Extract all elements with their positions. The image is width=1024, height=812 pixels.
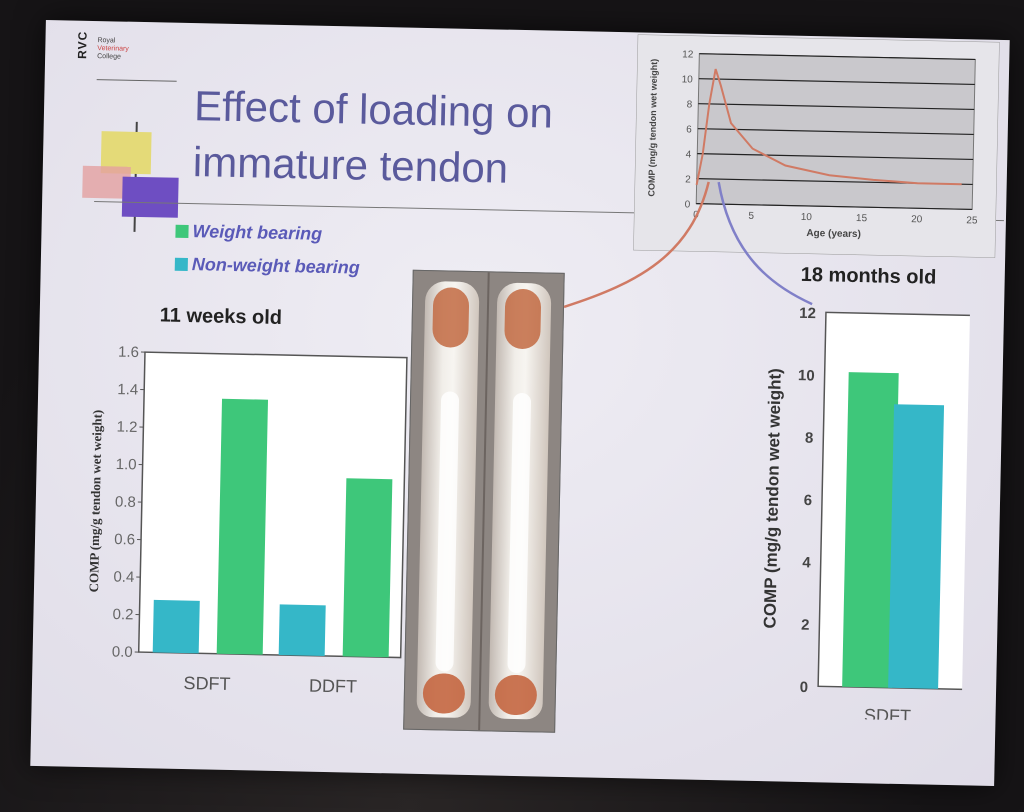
x-category-label: SDFT <box>183 673 230 694</box>
photo-divider <box>478 272 490 731</box>
tendon-body <box>507 392 532 674</box>
x-tick-label: 20 <box>911 214 923 225</box>
y-axis-label: COMP (mg/g tendon wet weight) <box>760 368 784 629</box>
logo-text: Royal Veterinary College <box>97 37 129 62</box>
series-line <box>695 68 962 186</box>
bar-sdft-0 <box>152 599 200 654</box>
y-tick-label: 4 <box>802 554 811 571</box>
grid-line <box>698 103 975 111</box>
bar-sdft-1 <box>888 404 945 689</box>
tendon-end <box>432 287 470 348</box>
grid-line <box>697 153 974 161</box>
logo-line: College <box>97 53 121 61</box>
x-tick-label: 0 <box>693 210 699 221</box>
chart-18-months-svg: 0 2 4 6 8 10 12 SDFT COMP (mg/g tendon wet weigh… <box>760 305 977 726</box>
y-tick-label: 0.8 <box>115 494 136 511</box>
x-tick-label: 15 <box>856 213 868 224</box>
caption-18-months: 18 months old <box>800 263 937 289</box>
legend-label: Weight bearing <box>192 221 323 244</box>
x-tick-label: 10 <box>801 212 813 223</box>
legend-label: Non-weight bearing <box>191 254 361 278</box>
plot-area <box>137 351 408 659</box>
tendon-specimen <box>416 280 480 719</box>
legend-item-non-weight-bearing: Non-weight bearing <box>174 254 361 279</box>
y-tick-label: 12 <box>682 49 694 60</box>
chart-comp-vs-age-svg: 0 2 4 6 8 10 12 0 5 10 15 20 25 Age (years) COMP (mg/g… <box>632 33 1001 259</box>
y-axis-label: COMP (mg/g tendon wet weight) <box>646 59 659 197</box>
y-tick-label: 0 <box>800 679 809 696</box>
legend-swatch <box>174 257 188 272</box>
y-tick-label: 8 <box>805 430 814 447</box>
grid-line <box>699 53 976 61</box>
tendon-end <box>504 288 542 350</box>
y-tick-label: 1.2 <box>116 419 137 436</box>
y-tick-label: 2 <box>801 617 810 634</box>
grid-line <box>697 128 974 136</box>
chart-11-weeks: 0.0 0.2 0.4 0.6 0.8 1.0 1.2 1.4 1.6 SDFT DDFT COMP … <box>72 339 420 711</box>
tendon-end <box>422 673 466 714</box>
rvc-logo-mark: RVC <box>75 30 90 60</box>
x-tick-label: 25 <box>966 215 978 226</box>
tendon-body <box>435 391 460 672</box>
y-tick-label: 1.6 <box>118 344 139 361</box>
legend: Weight bearing Non-weight bearing <box>174 221 360 291</box>
tendon-specimen-photo <box>403 269 565 733</box>
y-tick-label: 6 <box>686 124 692 135</box>
legend-swatch <box>175 224 189 239</box>
bar-sdft-1 <box>216 398 269 655</box>
y-axis-label: COMP (mg/g tendon wet weight) <box>86 410 105 593</box>
y-tick-label: 0.2 <box>112 606 133 623</box>
caption-11-weeks: 11 weeks old <box>159 304 283 329</box>
x-axis-label: Age (years) <box>806 228 861 240</box>
x-tick-label: 5 <box>748 211 754 222</box>
bar-sdft-0 <box>842 372 899 688</box>
x-category-label: SDFT <box>864 705 911 721</box>
y-tick-label: 1.0 <box>116 456 137 473</box>
y-tick-label: 8 <box>687 99 693 110</box>
legend-item-weight-bearing: Weight bearing <box>175 221 360 246</box>
decorative-purple-square <box>121 176 179 218</box>
y-tick-label: 6 <box>803 492 812 509</box>
slide-title: Effect of loading on immature tendon <box>192 82 554 192</box>
y-tick-label: 1.4 <box>117 381 138 398</box>
y-tick-label: 4 <box>686 149 692 160</box>
y-tick-label: 12 <box>799 305 816 322</box>
presentation-slide: RVC Royal Veterinary College Effect of l… <box>30 19 1010 787</box>
bar-ddft-1 <box>342 478 393 658</box>
tendon-end <box>494 674 538 716</box>
y-tick-label: 0.4 <box>113 569 134 586</box>
x-category-label: DDFT <box>309 676 357 697</box>
y-tick-label: 0.6 <box>114 531 135 548</box>
y-tick-label: 10 <box>798 367 815 384</box>
bar-ddft-0 <box>278 604 326 656</box>
y-tick-label: 10 <box>682 74 694 85</box>
chart-11-weeks-svg: 0.0 0.2 0.4 0.6 0.8 1.0 1.2 1.4 1.6 SDFT DDFT COMP … <box>86 344 408 697</box>
chart-comp-vs-age: 0 2 4 6 8 10 12 0 5 10 15 20 25 Age (years) COMP (mg/g… <box>632 33 1001 263</box>
y-tick-label: 0.0 <box>112 644 133 661</box>
grid-line <box>698 78 975 86</box>
y-tick-label: 2 <box>685 174 691 185</box>
chart-18-months: 0 2 4 6 8 10 12 SDFT COMP (mg/g tendon wet weigh… <box>721 296 977 726</box>
logo-divider <box>96 79 177 82</box>
tendon-specimen <box>488 282 552 720</box>
y-tick-label: 0 <box>685 199 691 210</box>
